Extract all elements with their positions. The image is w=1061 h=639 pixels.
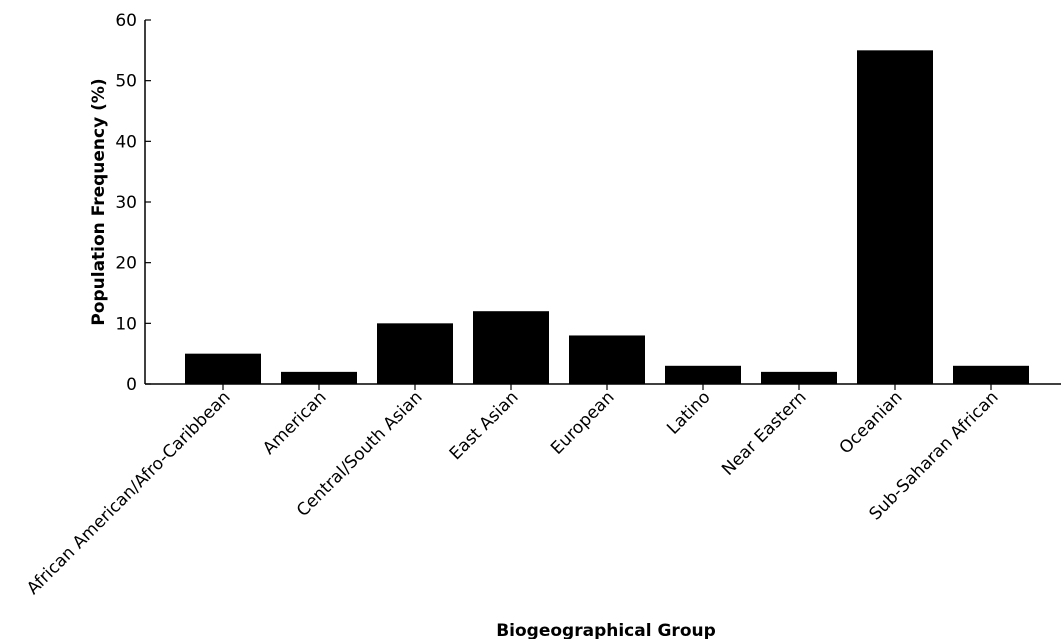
- x-tick-label: East Asian: [446, 387, 523, 464]
- y-tick-label: 50: [115, 72, 137, 92]
- bar-central-south-asian: [377, 323, 453, 384]
- x-ticks-group: African American/Afro-Caribbean AmericanC…: [23, 384, 1003, 599]
- bar-european: [569, 335, 645, 384]
- bar-african-american-afro-caribbean: [185, 353, 261, 384]
- y-tick-label: 10: [115, 314, 137, 334]
- y-axis-title: Population Frequency (%): [89, 78, 109, 325]
- y-tick-label: 40: [115, 132, 137, 152]
- x-tick-label: Near Eastern: [718, 387, 810, 479]
- x-axis-title: Biogeographical Group: [496, 621, 716, 639]
- y-tick-label: 0: [126, 375, 137, 395]
- x-tick-label: European: [547, 387, 618, 458]
- bars-group: [185, 50, 1029, 384]
- bar-near-eastern: [761, 371, 837, 384]
- bar-latino: [665, 365, 741, 384]
- bar-oceanian: [857, 50, 933, 384]
- x-tick-label: American: [259, 387, 330, 458]
- x-tick-label: Oceanian: [836, 387, 907, 458]
- x-tick-label: Latino: [663, 387, 714, 438]
- x-tick-label: African American/Afro-Caribbean: [23, 387, 234, 598]
- y-tick-label: 30: [115, 193, 137, 213]
- y-tick-label: 20: [115, 254, 137, 274]
- bar-sub-saharan-african: [953, 365, 1029, 384]
- bar-american: [281, 371, 357, 384]
- bar-east-asian: [473, 311, 549, 384]
- y-tick-label: 60: [115, 11, 137, 31]
- y-ticks-group: 0 10 20 30 40 50 60: [115, 11, 151, 395]
